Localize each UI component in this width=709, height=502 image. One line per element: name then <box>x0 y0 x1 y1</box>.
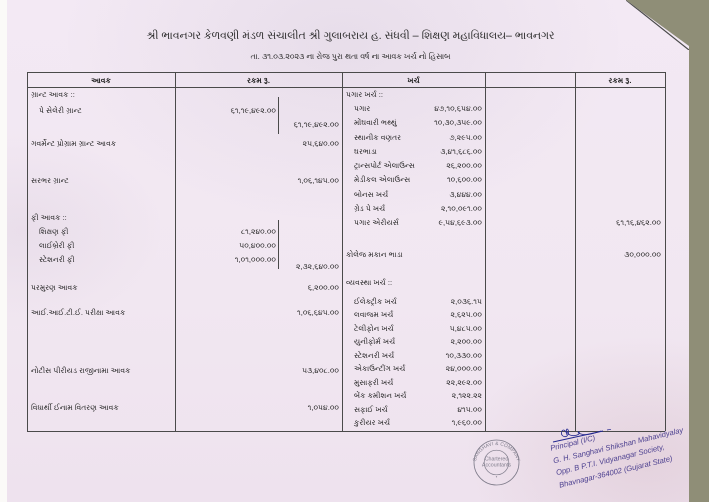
svg-text:Accountants: Accountants <box>482 463 512 469</box>
